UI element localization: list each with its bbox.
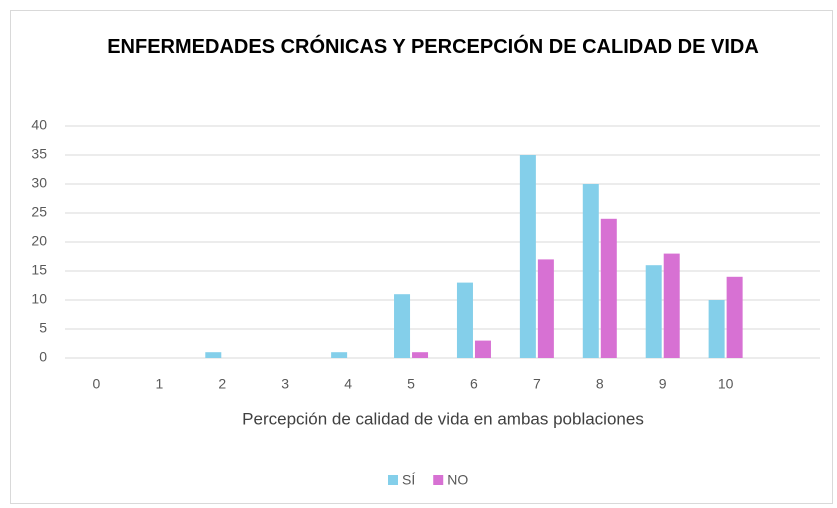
- legend-swatch: [388, 475, 398, 485]
- y-tick-label: 15: [31, 262, 47, 278]
- x-tick-label: 7: [533, 376, 541, 392]
- legend-label: NO: [447, 472, 468, 488]
- x-tick-label: 6: [470, 376, 478, 392]
- bar: [412, 352, 429, 358]
- bar: [456, 282, 473, 358]
- bar: [519, 155, 536, 358]
- bar: [582, 184, 599, 358]
- x-tick-label: 5: [407, 376, 415, 392]
- x-tick-label: 2: [218, 376, 226, 392]
- legend-label: SÍ: [402, 472, 415, 488]
- bar: [663, 253, 680, 358]
- x-tick-label: 8: [596, 376, 604, 392]
- bar: [474, 340, 491, 358]
- bar: [708, 300, 725, 358]
- bar: [726, 276, 743, 358]
- bar: [394, 294, 411, 358]
- bar: [645, 265, 662, 358]
- y-tick-label: 25: [31, 204, 47, 220]
- bar: [600, 218, 617, 358]
- legend-swatch: [433, 475, 444, 485]
- y-tick-label: 5: [39, 320, 47, 336]
- y-tick-label: 20: [31, 233, 47, 249]
- x-tick-label: 9: [659, 376, 667, 392]
- y-tick-label: 30: [31, 175, 47, 191]
- x-tick-label: 3: [281, 376, 289, 392]
- bar: [205, 352, 222, 358]
- x-tick-label: 4: [344, 376, 352, 392]
- x-tick-label: 10: [718, 376, 734, 392]
- y-tick-label: 35: [31, 146, 47, 162]
- chart-title: ENFERMEDADES CRÓNICAS Y PERCEPCIÓN DE CA…: [107, 36, 759, 58]
- bar: [331, 352, 348, 358]
- y-tick-label: 10: [31, 291, 47, 307]
- x-axis-label: Percepción de calidad de vida en ambas p…: [242, 409, 644, 428]
- y-tick-label: 40: [31, 117, 47, 133]
- x-tick-label: 1: [155, 376, 163, 392]
- y-tick-label: 0: [39, 349, 47, 365]
- chart-frame: [10, 10, 833, 504]
- bar: [537, 259, 554, 358]
- x-tick-label: 0: [93, 376, 101, 392]
